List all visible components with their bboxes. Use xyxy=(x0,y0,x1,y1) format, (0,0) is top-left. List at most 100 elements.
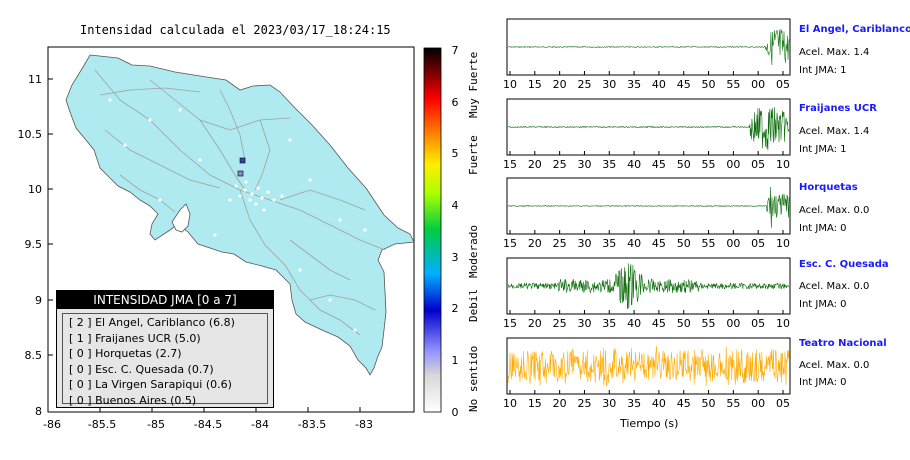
gulf-of-nicoya xyxy=(171,203,191,233)
waveform-tick-label: 15 xyxy=(503,237,517,250)
legend-row: [ 1 ] Fraijanes UCR (5.0) xyxy=(69,331,201,345)
waveform-tick-label: 40 xyxy=(627,158,641,171)
waveform-tick-label: 05 xyxy=(751,158,765,171)
costa-rica-land xyxy=(65,54,415,376)
waveform-tick-label: 20 xyxy=(553,397,567,410)
station-name: Esc. C. Quesada xyxy=(799,259,889,270)
x-tick: -84 xyxy=(251,418,269,431)
y-tick: 9.5 xyxy=(25,238,43,251)
colorbar-label: Debil xyxy=(467,289,480,322)
waveform-tick-label: 10 xyxy=(503,397,517,410)
waveform-tick-label: 50 xyxy=(677,158,691,171)
station-accel: Acel. Max. 0.0 xyxy=(799,205,870,216)
waveform-tick-label: 15 xyxy=(503,158,517,171)
colorbar-tick: 2 xyxy=(452,302,459,315)
waveform-tick-label: 55 xyxy=(702,158,716,171)
y-tick: 8 xyxy=(35,405,42,418)
waveform-tick-label: 45 xyxy=(677,397,691,410)
waveform-tick-label: 35 xyxy=(602,158,616,171)
waveform-tick-label: 00 xyxy=(726,237,740,250)
legend-row: [ 0 ] La Virgen Sarapiqui (0.6) xyxy=(69,378,232,391)
waveform-tick-label: 50 xyxy=(702,397,716,410)
waveform-tick-label: 05 xyxy=(751,317,765,330)
waveform-tick-label: 40 xyxy=(652,397,666,410)
station-intensity: Int JMA: 0 xyxy=(799,223,847,234)
waveform-tick-label: 45 xyxy=(677,78,691,91)
waveform-tick-label: 20 xyxy=(528,317,542,330)
waveform-tick-label: 10 xyxy=(776,158,790,171)
station-accel: Acel. Max. 1.4 xyxy=(799,126,870,137)
waveform-tick-label: 10 xyxy=(776,237,790,250)
waveform-tick-label: 35 xyxy=(602,237,616,250)
waveform-tick-label: 45 xyxy=(652,317,666,330)
station-marker-fraijanes[interactable] xyxy=(237,170,244,177)
waveform-tick-label: 05 xyxy=(776,78,790,91)
waveform-tick-label: 50 xyxy=(677,237,691,250)
y-tick: 11 xyxy=(28,73,42,86)
waveform-tick-label: 25 xyxy=(553,317,567,330)
waveform-tick-label: 50 xyxy=(677,317,691,330)
waveform-tick-label: 05 xyxy=(751,237,765,250)
waveform-tick-label: 55 xyxy=(702,317,716,330)
station-marker-el-angel[interactable] xyxy=(239,157,246,164)
intensity-legend: INTENSIDAD JMA [0 a 7] [ 2 ] El Angel, C… xyxy=(56,290,274,408)
station-intensity: Int JMA: 0 xyxy=(799,299,847,310)
waveform-trace xyxy=(507,263,790,310)
station-accel: Acel. Max. 0.0 xyxy=(799,281,870,292)
waveform-tick-label: 40 xyxy=(652,78,666,91)
legend-row: [ 0 ] Horquetas (2.7) xyxy=(69,347,182,360)
x-tick: -83 xyxy=(355,418,373,431)
colorbar-label: Moderado xyxy=(467,225,480,278)
waveform-tick-label: 15 xyxy=(503,317,517,330)
waveform-tick-label: 00 xyxy=(726,317,740,330)
legend-row: [ 0 ] Buenos Aires (0.5) xyxy=(69,393,197,407)
colorbar-tick: 3 xyxy=(452,251,459,264)
waveform-tick-label: 05 xyxy=(776,397,790,410)
station-intensity: Int JMA: 1 xyxy=(799,65,847,76)
colorbar-tick: 4 xyxy=(452,199,459,212)
waveform-tick-label: 45 xyxy=(652,158,666,171)
station-name: El Angel, Cariblanco xyxy=(799,24,910,35)
station-name: Fraijanes UCR xyxy=(799,103,877,114)
colorbar-gradient xyxy=(423,47,442,413)
waveform-tick-label: 30 xyxy=(577,237,591,250)
waveform-tick-label: 25 xyxy=(553,158,567,171)
y-tick: 8.5 xyxy=(25,349,43,362)
waveform-tick-label: 10 xyxy=(503,78,517,91)
waveform-tick-label: 20 xyxy=(528,237,542,250)
waveform-tick-label: 35 xyxy=(627,78,641,91)
waveform-tick-label: 40 xyxy=(627,237,641,250)
colorbar-label: Fuerte xyxy=(467,135,480,175)
y-tick: 10 xyxy=(28,183,42,196)
station-accel: Acel. Max. 1.4 xyxy=(799,47,870,58)
waveform-tick-label: 40 xyxy=(627,317,641,330)
colorbar-tick: 5 xyxy=(452,147,459,160)
waveform-trace xyxy=(507,29,790,66)
waveform-tick-label: 10 xyxy=(776,317,790,330)
map-title: Intensidad calculada el 2023/03/17_18:24… xyxy=(80,23,391,37)
waveform-tick-label: 25 xyxy=(577,78,591,91)
station-name: Horquetas xyxy=(799,182,858,193)
y-tick: 9 xyxy=(35,294,42,307)
colorbar-label: No sentido xyxy=(467,346,480,412)
station-intensity: Int JMA: 0 xyxy=(799,377,847,388)
waveform-tick-label: 00 xyxy=(751,78,765,91)
city-points xyxy=(108,98,367,332)
waveform-tick-label: 45 xyxy=(652,237,666,250)
legend-list: [ 2 ] El Angel, Cariblanco (6.8) [ 1 ] F… xyxy=(62,313,268,407)
waveform-tick-label: 55 xyxy=(726,78,740,91)
waveform-trace xyxy=(507,186,790,228)
waveform-tick-label: 20 xyxy=(528,158,542,171)
waveform-tick-label: 00 xyxy=(751,397,765,410)
waveform-trace xyxy=(507,346,790,387)
colorbar-tick: 6 xyxy=(452,96,459,109)
waveform-tick-label: 55 xyxy=(726,397,740,410)
colorbar-label: Muy Fuerte xyxy=(467,52,480,118)
x-tick: -85 xyxy=(147,418,165,431)
station-accel: Acel. Max. 0.0 xyxy=(799,360,870,371)
x-tick: -83.5 xyxy=(298,418,326,431)
colorbar-tick: 1 xyxy=(452,354,459,367)
legend-title: INTENSIDAD JMA [0 a 7] xyxy=(57,291,273,309)
